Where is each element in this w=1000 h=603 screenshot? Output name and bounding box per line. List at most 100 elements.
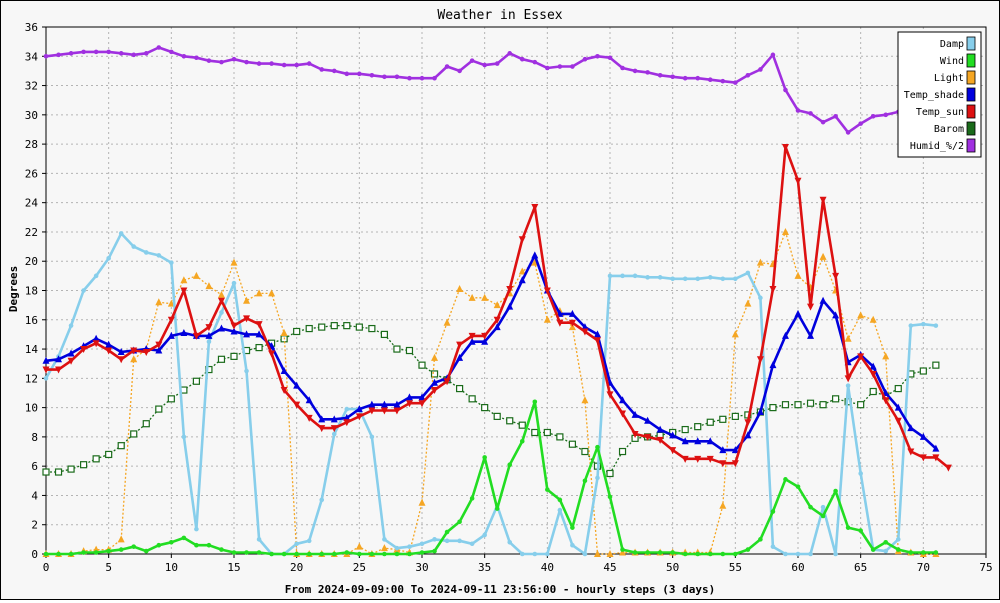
barom-point (167, 395, 175, 403)
x-tick-label: 45 (603, 561, 616, 574)
light-point (243, 296, 251, 304)
barom-point (368, 324, 376, 333)
temp-shade-point (819, 296, 827, 304)
temp-sun-point (694, 455, 702, 463)
y-tick-label: 20 (25, 255, 38, 268)
damp-point (419, 541, 425, 547)
temp-sun-point (932, 454, 940, 462)
damp-point (482, 532, 487, 538)
wind-point (457, 519, 462, 525)
x-tick-label: 5 (105, 561, 112, 574)
damp-point (444, 538, 450, 544)
temp-shade-point (92, 334, 100, 342)
temp-sun-point (794, 177, 802, 185)
temp-sun-point (619, 410, 627, 418)
y-tick-label: 24 (25, 197, 39, 210)
damp-point (194, 526, 199, 532)
barom-point (543, 428, 551, 437)
light-point (593, 550, 601, 557)
temp-shade-point (180, 328, 188, 336)
barom-point (556, 433, 564, 441)
damp-point (519, 551, 525, 557)
wind-point (557, 497, 563, 503)
damp-point (344, 406, 350, 412)
plot-border (45, 26, 987, 555)
barom-point (719, 415, 727, 423)
damp-point (43, 376, 49, 381)
temp-shade-point (481, 337, 489, 345)
light-point (268, 289, 276, 297)
damp-point (657, 275, 663, 280)
temp-shade-point (744, 431, 752, 439)
barom-point (581, 447, 589, 456)
wind-point (269, 551, 274, 557)
wind-point (194, 542, 199, 548)
x-tick-label: 70 (917, 561, 930, 574)
y-tick-label: 10 (25, 402, 38, 415)
light-point (180, 276, 188, 284)
humid-2-point (444, 64, 450, 69)
grid-lines (45, 26, 987, 555)
temp-sun-point (405, 400, 413, 408)
temp-sun-point (568, 319, 576, 327)
temp-sun-point (706, 455, 714, 463)
damp-point (620, 273, 625, 279)
wind-point (68, 551, 74, 557)
temp-shade-point (644, 416, 652, 424)
temp-sun-point (155, 341, 163, 349)
y-tick-label: 6 (31, 460, 38, 473)
temp-sun-point (368, 407, 376, 415)
legend-swatch (966, 121, 976, 136)
light-point (493, 301, 501, 309)
y-tick-label: 8 (31, 431, 38, 444)
wind-point (93, 550, 99, 555)
barom-point (192, 377, 200, 385)
humid-2-point (670, 74, 675, 80)
temp-sun-point (719, 460, 727, 468)
temp-sun-point (857, 353, 865, 361)
barom-point (330, 322, 338, 330)
barom-point (481, 404, 489, 412)
damp-point (331, 431, 337, 437)
wind-point (331, 551, 337, 557)
temp-sun-point (907, 448, 915, 456)
temp-shade-point (531, 251, 539, 259)
temp-sun-point (669, 447, 677, 455)
light-point (731, 330, 739, 338)
temp-sun-point (593, 337, 601, 345)
humid-2-point (56, 52, 61, 58)
x-tick-label: 10 (165, 561, 178, 574)
wind-point (156, 542, 162, 548)
legend-label: Light (934, 73, 964, 84)
temp-sun-point (543, 287, 551, 295)
temp-sun-point (443, 378, 451, 386)
wind-point (895, 547, 901, 552)
damp-point (745, 270, 751, 276)
wind-point (118, 547, 124, 552)
barom-point (54, 468, 63, 476)
chart-title: Weather in Essex (437, 8, 562, 23)
temp-sun-point (744, 419, 752, 427)
humid-2-point (457, 68, 462, 74)
damp-point (143, 250, 149, 255)
damp-point (106, 255, 111, 261)
humid-2-point (532, 59, 538, 65)
damp-point (131, 244, 137, 249)
wind-point (908, 550, 914, 555)
temp-shade-point (42, 356, 50, 364)
light-point (192, 271, 200, 279)
light-point (619, 548, 627, 556)
barom-point (117, 442, 125, 450)
temp-shade-point (167, 331, 175, 339)
humid-2-point (733, 80, 738, 85)
x-tick-label: 20 (290, 561, 303, 574)
temp-sun-point (343, 419, 351, 427)
wind-point (469, 496, 475, 501)
damp-point (545, 551, 550, 557)
wind-point (595, 444, 600, 450)
light-point (543, 315, 551, 323)
light-point (380, 544, 388, 552)
humid-2-point (607, 55, 613, 61)
y-tick-label: 34 (25, 50, 39, 63)
temp-sun-point (142, 348, 150, 356)
